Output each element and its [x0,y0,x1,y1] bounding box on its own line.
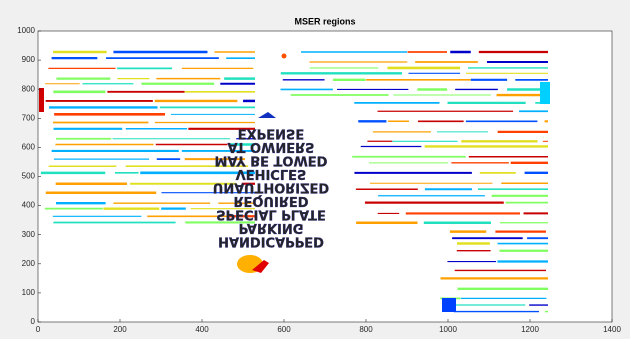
x-tick-label: 1000 [439,325,457,334]
figure: MSER regions HANDICAPPEDPARKINGSPECIAL P… [0,0,630,339]
y-tick-label: 800 [22,84,36,93]
chart-title: MSER regions [294,16,355,26]
x-tick-label: 800 [359,325,373,334]
region [39,88,44,112]
y-tick-label: 300 [22,230,36,239]
x-tick-label: 1400 [603,325,621,334]
y-tick-label: 200 [22,259,36,268]
sign-text: EXPENSE [238,126,304,141]
region [442,298,456,312]
x-tick-label: 200 [113,325,127,334]
y-tick-label: 500 [22,172,36,181]
y-tick-label: 400 [22,201,36,210]
x-tick-label: 1200 [521,325,539,334]
y-tick-label: 900 [22,55,36,64]
region [540,82,550,104]
y-tick-label: 100 [22,288,36,297]
region [282,54,287,59]
x-tick-label: 0 [36,325,41,334]
y-tick-label: 600 [22,143,36,152]
y-tick-label: 0 [31,317,36,326]
sign-line-group: EXPENSE [238,126,304,141]
x-tick-label: 600 [277,325,291,334]
y-tick-label: 700 [22,113,36,122]
x-tick-label: 400 [195,325,209,334]
y-tick-label: 1000 [17,26,35,35]
